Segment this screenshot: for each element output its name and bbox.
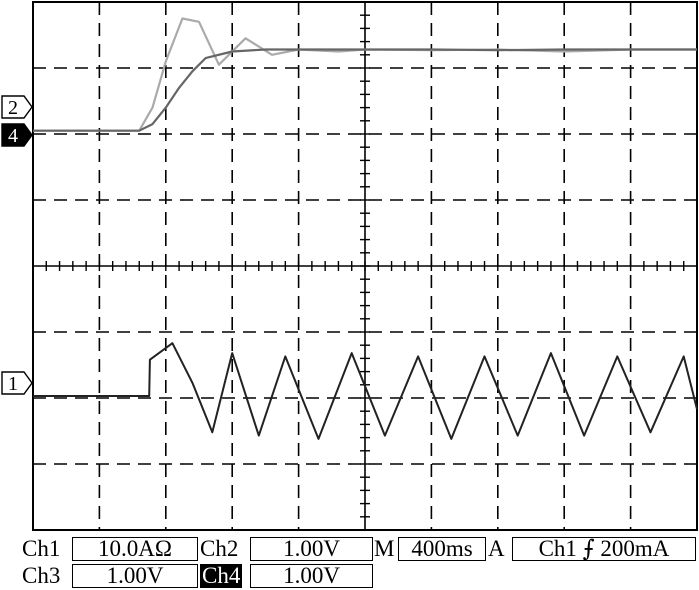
ch3-scale-value: 1.00V: [72, 564, 198, 588]
ch1-scale-value: 10.0AΩ: [72, 537, 198, 561]
trace-ch1: [33, 342, 698, 440]
graticule: [32, 1, 698, 531]
trace-ch4: [33, 48, 697, 132]
ch4-label: Ch4: [200, 563, 243, 588]
timebase-value: 400ms: [398, 537, 486, 561]
ch2-scale-value: 1.00V: [250, 537, 373, 561]
channel-marker-4: 4: [1, 123, 33, 147]
channel-markers: 2 4 1: [1, 95, 33, 395]
trigger-value: Ch1 ⨍ 200mA: [512, 537, 696, 561]
channel-marker-2: 2: [1, 95, 33, 119]
channel-marker-1: 1: [1, 371, 33, 395]
channel-marker-label: 1: [8, 373, 18, 395]
trigger-label: A: [488, 536, 505, 561]
channel-marker-label: 4: [8, 125, 18, 147]
traces: [33, 17, 698, 440]
oscilloscope-screen: 2 4 1: [1, 1, 698, 531]
channel-marker-label: 2: [8, 97, 18, 119]
timebase-label: M: [374, 536, 395, 561]
ch3-label: Ch3: [22, 563, 61, 588]
ch2-label: Ch2: [200, 536, 239, 561]
ch1-label: Ch1: [22, 536, 61, 561]
ch4-scale-value: 1.00V: [250, 564, 373, 588]
